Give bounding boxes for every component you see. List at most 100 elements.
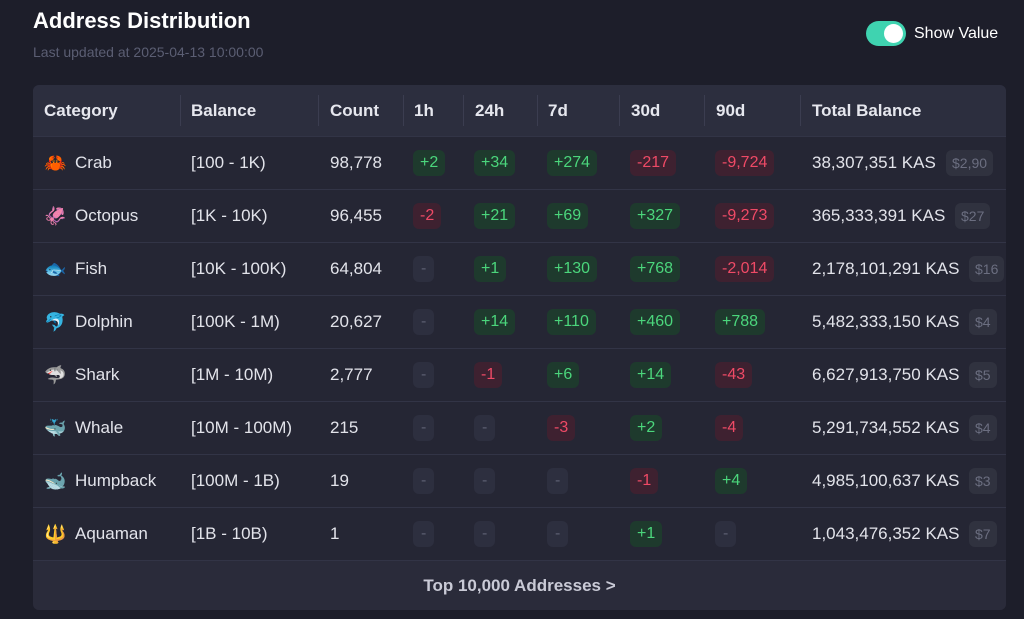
total-balance: 1,043,476,352 KAS: [812, 524, 960, 543]
change-pill: -2,014: [715, 256, 775, 282]
title: Address Distribution: [33, 8, 251, 33]
column-header[interactable]: Count: [330, 101, 380, 120]
total-balance: 365,333,391 KAS: [812, 206, 946, 225]
column-separator: [463, 95, 464, 126]
change-pill: +1: [630, 521, 663, 547]
change-pill: -3: [547, 415, 576, 441]
count: 19: [330, 471, 349, 490]
category-name: Humpback: [75, 471, 157, 490]
change-pill: +4: [715, 468, 748, 494]
value-badge: $7: [969, 521, 997, 547]
category-icon: 🦀: [44, 153, 67, 173]
balance-range: [100M - 1B): [191, 471, 280, 490]
column-header[interactable]: 90d: [716, 101, 746, 120]
balance-range: [100K - 1M): [191, 312, 280, 331]
count: 64,804: [330, 259, 382, 278]
change-pill: -: [547, 521, 569, 547]
category-icon: 🦑: [44, 206, 67, 226]
value-badge: $4: [969, 309, 997, 335]
toggle[interactable]: [866, 21, 906, 46]
table-header: Category Balance Count 1h 24h 7d 30d 90d Total B…: [33, 85, 1006, 136]
category-icon: 🐋: [44, 471, 67, 491]
balance-range: [10M - 100M): [191, 418, 293, 437]
toggle-label[interactable]: Show Value: [914, 25, 999, 42]
column-separator: [619, 95, 620, 126]
table-row: 🐳 Whale [10M - 100M) 215 - - -3 +2 -4 5,291,734,5…: [33, 401, 1006, 455]
change-pill: -: [413, 256, 435, 282]
category-icon: 🐟: [44, 259, 67, 279]
column-separator: [403, 95, 404, 126]
table-row: 🦑 Octopus [1K - 10K) 96,455 -2 +21 +69 +327 -9,2…: [33, 189, 1006, 243]
column-header[interactable]: 24h: [475, 101, 505, 120]
balance-range: [1K - 10K): [191, 206, 268, 225]
value-badge: $4: [969, 415, 997, 441]
balance-range: [1M - 10M): [191, 365, 274, 384]
count: 96,455: [330, 206, 382, 225]
change-pill: +130: [547, 256, 598, 282]
toggle-knob: [884, 24, 903, 43]
column-header[interactable]: Balance: [191, 101, 257, 120]
change-pill: +2: [630, 415, 663, 441]
count: 2,777: [330, 365, 373, 384]
change-pill: +14: [630, 362, 672, 388]
table-row: 🐟 Fish [10K - 100K) 64,804 - +1 +130 +768 -2,014…: [33, 242, 1006, 296]
column-header[interactable]: 7d: [548, 101, 568, 120]
column-separator: [180, 95, 181, 126]
total-balance: 38,307,351 KAS: [812, 153, 936, 172]
change-pill: -: [413, 362, 435, 388]
category-name: Shark: [75, 365, 120, 384]
subtitle: Last updated at 2025-04-13 10:00:00: [33, 44, 264, 60]
change-pill: -2: [413, 203, 442, 229]
count: 20,627: [330, 312, 382, 331]
category-name: Aquaman: [75, 524, 148, 543]
total-balance: 6,627,913,750 KAS: [812, 365, 960, 384]
value-badge: $3: [969, 468, 997, 494]
balance-range: [100 - 1K): [191, 153, 266, 172]
total-balance: 5,482,333,150 KAS: [812, 312, 960, 331]
count: 215: [330, 418, 359, 437]
total-balance: 5,291,734,552 KAS: [812, 418, 960, 437]
column-header[interactable]: Category: [44, 101, 118, 120]
change-pill: -217: [630, 150, 677, 176]
change-pill: -1: [630, 468, 659, 494]
table: Category Balance Count 1h 24h 7d 30d 90d Total B…: [33, 85, 1006, 610]
change-pill: -9,724: [715, 150, 775, 176]
change-pill: -: [474, 521, 496, 547]
column-header[interactable]: 1h: [414, 101, 434, 120]
category-name: Dolphin: [75, 312, 133, 331]
value-badge: $5: [969, 362, 997, 388]
change-pill: +6: [547, 362, 580, 388]
change-pill: -43: [715, 362, 753, 388]
change-pill: -: [474, 468, 496, 494]
column-separator: [318, 95, 319, 126]
table-row: 🔱 Aquaman [1B - 10B) 1 - - - +1 - 1,043,476,352 K…: [33, 507, 1006, 561]
balance-range: [1B - 10B): [191, 524, 268, 543]
change-pill: +2: [413, 150, 446, 176]
change-pill: +788: [715, 309, 766, 335]
change-pill: +274: [547, 150, 598, 176]
value-badge: $2,90: [946, 150, 994, 176]
change-pill: -: [413, 468, 435, 494]
table-row: 🐬 Dolphin [100K - 1M) 20,627 - +14 +110 +460 +78…: [33, 295, 1006, 349]
change-pill: -1: [474, 362, 503, 388]
column-separator: [800, 95, 801, 126]
change-pill: -: [474, 415, 496, 441]
total-balance: 2,178,101,291 KAS: [812, 259, 960, 278]
change-pill: -: [413, 521, 435, 547]
total-balance: 4,985,100,637 KAS: [812, 471, 960, 490]
column-header[interactable]: Total Balance: [812, 101, 922, 120]
table-row: 🦈 Shark [1M - 10M) 2,777 - -1 +6 +14 -43 6,627,91…: [33, 348, 1006, 402]
count: 98,778: [330, 153, 382, 172]
category-icon: 🐳: [44, 418, 67, 438]
count: 1: [330, 524, 340, 543]
category-name: Octopus: [75, 206, 139, 225]
change-pill: +110: [547, 309, 596, 335]
change-pill: -4: [715, 415, 744, 441]
column-header[interactable]: 30d: [631, 101, 661, 120]
change-pill: -: [413, 309, 435, 335]
footer-link[interactable]: Top 10,000 Addresses >: [423, 576, 616, 595]
balance-range: [10K - 100K): [191, 259, 287, 278]
change-pill: -: [715, 521, 737, 547]
change-pill: +69: [547, 203, 589, 229]
